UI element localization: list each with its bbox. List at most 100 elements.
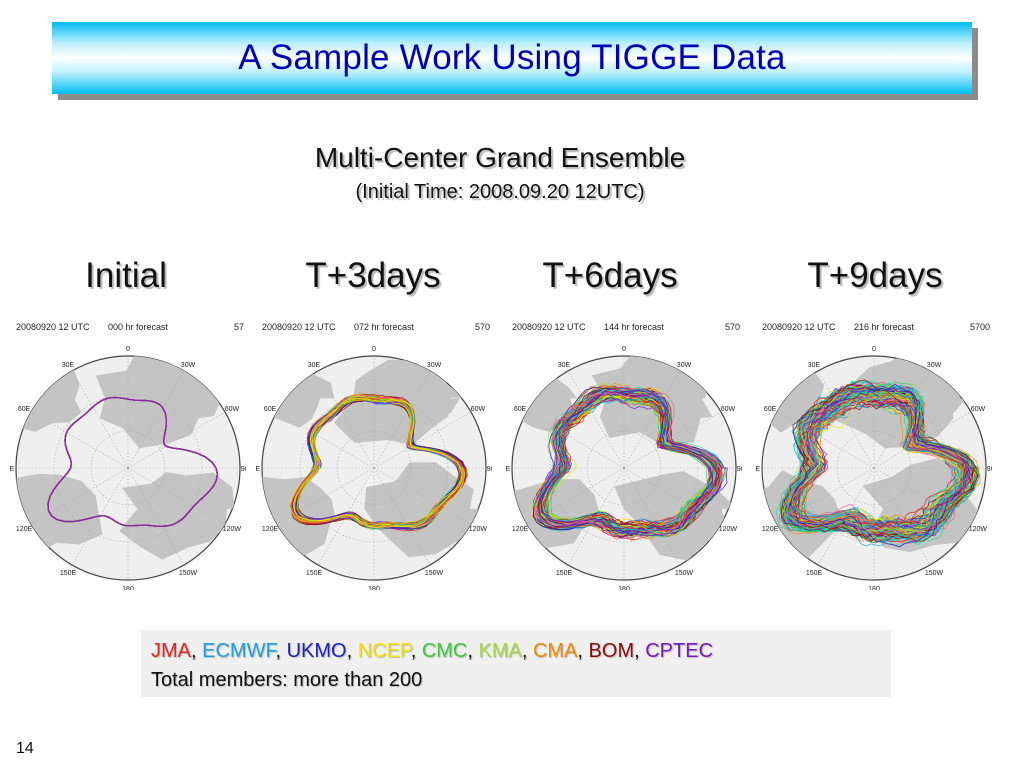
panel-timestamp: 20080920 12 UTC: [16, 322, 90, 332]
longitude-label: 120W: [469, 526, 488, 533]
longitude-label: 90E: [10, 466, 15, 473]
longitude-label: 30W: [181, 362, 196, 369]
longitude-label: 90E: [256, 466, 261, 473]
longitude-label: 150W: [675, 570, 694, 577]
panel-contour-level: 570: [474, 322, 490, 332]
ensemble-contour: [537, 388, 718, 536]
land-mass: [366, 366, 460, 437]
ensemble-contour: [788, 390, 971, 531]
column-label-day3: T+3days: [305, 256, 441, 295]
ensemble-contour: [791, 398, 966, 528]
longitude-label: 0: [872, 346, 876, 353]
ensemble-contour: [536, 393, 722, 537]
longitude-label: 0: [372, 346, 376, 353]
center-kma: KMA: [478, 640, 522, 662]
forecast-map-panel: 30W 60W 90W 120W 150W 180 150E 120E 90E 60E 30E 0 2…: [756, 318, 992, 590]
longitude-label: 60W: [225, 406, 240, 413]
longitude-label: 90W: [487, 466, 492, 473]
polar-map-svg: 30W 60W 90W 120W 150W 180 150E 120E 90E 60E 30E 0: [256, 346, 492, 590]
longitude-label: 150E: [556, 570, 573, 577]
longitude-label: 30E: [558, 362, 571, 369]
panel-timestamp: 20080920 12 UTC: [512, 322, 586, 332]
center-ukmo: UKMO: [286, 640, 347, 662]
ensemble-contour: [544, 394, 711, 533]
longitude-label: 0: [126, 346, 130, 353]
ensemble-contour: [787, 388, 973, 536]
longitude-label: 60E: [18, 406, 31, 413]
panel-forecast-hour: 000 hr forecast: [108, 322, 169, 332]
total-members-text: Total members: more than 200: [151, 669, 423, 691]
column-label-day6: T+6days: [542, 256, 678, 295]
center-bom: BOM: [588, 640, 635, 662]
center-list: JMA, ECMWF, UKMO, NCEP, CMC, KMA, CMA, B…: [151, 640, 714, 662]
panel-contour-level: 570: [724, 322, 740, 332]
center-ncep: NCEP: [357, 640, 411, 662]
longitude-label: 150E: [306, 570, 323, 577]
ensemble-contour: [790, 383, 970, 548]
longitude-label: 30W: [427, 362, 442, 369]
polar-map-svg: 30W 60W 90W 120W 150W 180 150E 120E 90E 60E 30E 0: [756, 346, 992, 590]
center-cptec: CPTEC: [645, 640, 714, 662]
panel-contour-level: 57: [233, 322, 244, 332]
longitude-label: 150E: [60, 570, 77, 577]
ensemble-contour: [784, 392, 980, 543]
longitude-label: 150W: [179, 570, 198, 577]
longitude-label: 30W: [927, 362, 942, 369]
longitude-label: 60W: [471, 406, 486, 413]
title-banner: A Sample Work Using TIGGE Data: [52, 22, 972, 94]
panel-timestamp: 20080920 12 UTC: [762, 322, 836, 332]
longitude-label: 120W: [969, 526, 988, 533]
longitude-label: 120E: [262, 526, 279, 533]
longitude-label: 90E: [506, 466, 511, 473]
longitude-label: 90E: [756, 466, 761, 473]
longitude-label: 60E: [264, 406, 277, 413]
ensemble-contour: [534, 391, 723, 540]
ensemble-contour: [786, 387, 971, 542]
forecast-map-panel: 30W 60W 90W 120W 150W 180 150E 120E 90E 60E 30E 0 2…: [256, 318, 492, 590]
center-jma: JMA: [151, 640, 191, 662]
center-cmc: CMC: [421, 640, 468, 662]
longitude-label: 180: [122, 586, 134, 590]
longitude-label: 90W: [987, 466, 992, 473]
longitude-label: 30W: [677, 362, 692, 369]
longitude-label: 120E: [16, 526, 33, 533]
panel-forecast-hour: 072 hr forecast: [354, 322, 415, 332]
ensemble-centers-legend: JMA, ECMWF, UKMO, NCEP, CMC, KMA, CMA, B…: [141, 630, 891, 697]
longitude-label: 120E: [762, 526, 779, 533]
longitude-label: 180: [868, 586, 880, 590]
center-cma: CMA: [532, 640, 578, 662]
center-ecmwf: ECMWF: [202, 640, 276, 662]
longitude-label: 150W: [925, 570, 944, 577]
longitude-label: 120W: [223, 526, 242, 533]
ensemble-contour: [786, 392, 971, 535]
ensemble-contour: [788, 393, 959, 529]
longitude-label: 120W: [719, 526, 738, 533]
ensemble-contour: [793, 392, 969, 529]
ensemble-heading: Multi-Center Grand Ensemble: [314, 142, 686, 173]
panel-forecast-hour: 144 hr forecast: [604, 322, 665, 332]
ensemble-contour: [292, 398, 463, 527]
longitude-label: 120E: [512, 526, 529, 533]
ensemble-contour: [795, 401, 964, 528]
longitude-label: 150W: [425, 570, 444, 577]
forecast-map-panel: 30W 60W 90W 120W 150W 180 150E 120E 90E 60E 30E 0 2…: [10, 318, 246, 590]
ensemble-contour: [794, 395, 968, 529]
panel-contour-level: 5700: [969, 322, 990, 332]
longitude-label: 180: [368, 586, 380, 590]
longitude-label: 60E: [514, 406, 527, 413]
longitude-label: 150E: [806, 570, 823, 577]
panel-timestamp: 20080920 12 UTC: [262, 322, 336, 332]
longitude-label: 30E: [62, 362, 75, 369]
panel-forecast-hour: 216 hr forecast: [854, 322, 915, 332]
longitude-label: 0: [622, 346, 626, 353]
longitude-label: 60W: [721, 406, 736, 413]
page-number: 14: [16, 740, 34, 757]
ensemble-contour: [47, 396, 219, 527]
ensemble-contour: [292, 398, 463, 529]
longitude-label: 30E: [808, 362, 821, 369]
column-label-initial: Initial: [85, 256, 167, 295]
forecast-map-panel: 30W 60W 90W 120W 150W 180 150E 120E 90E 60E 30E 0 2…: [506, 318, 742, 590]
longitude-label: 30E: [308, 362, 321, 369]
longitude-label: 90W: [241, 466, 246, 473]
polar-map-svg: 30W 60W 90W 120W 150W 180 150E 120E 90E 60E 30E 0: [10, 346, 246, 590]
